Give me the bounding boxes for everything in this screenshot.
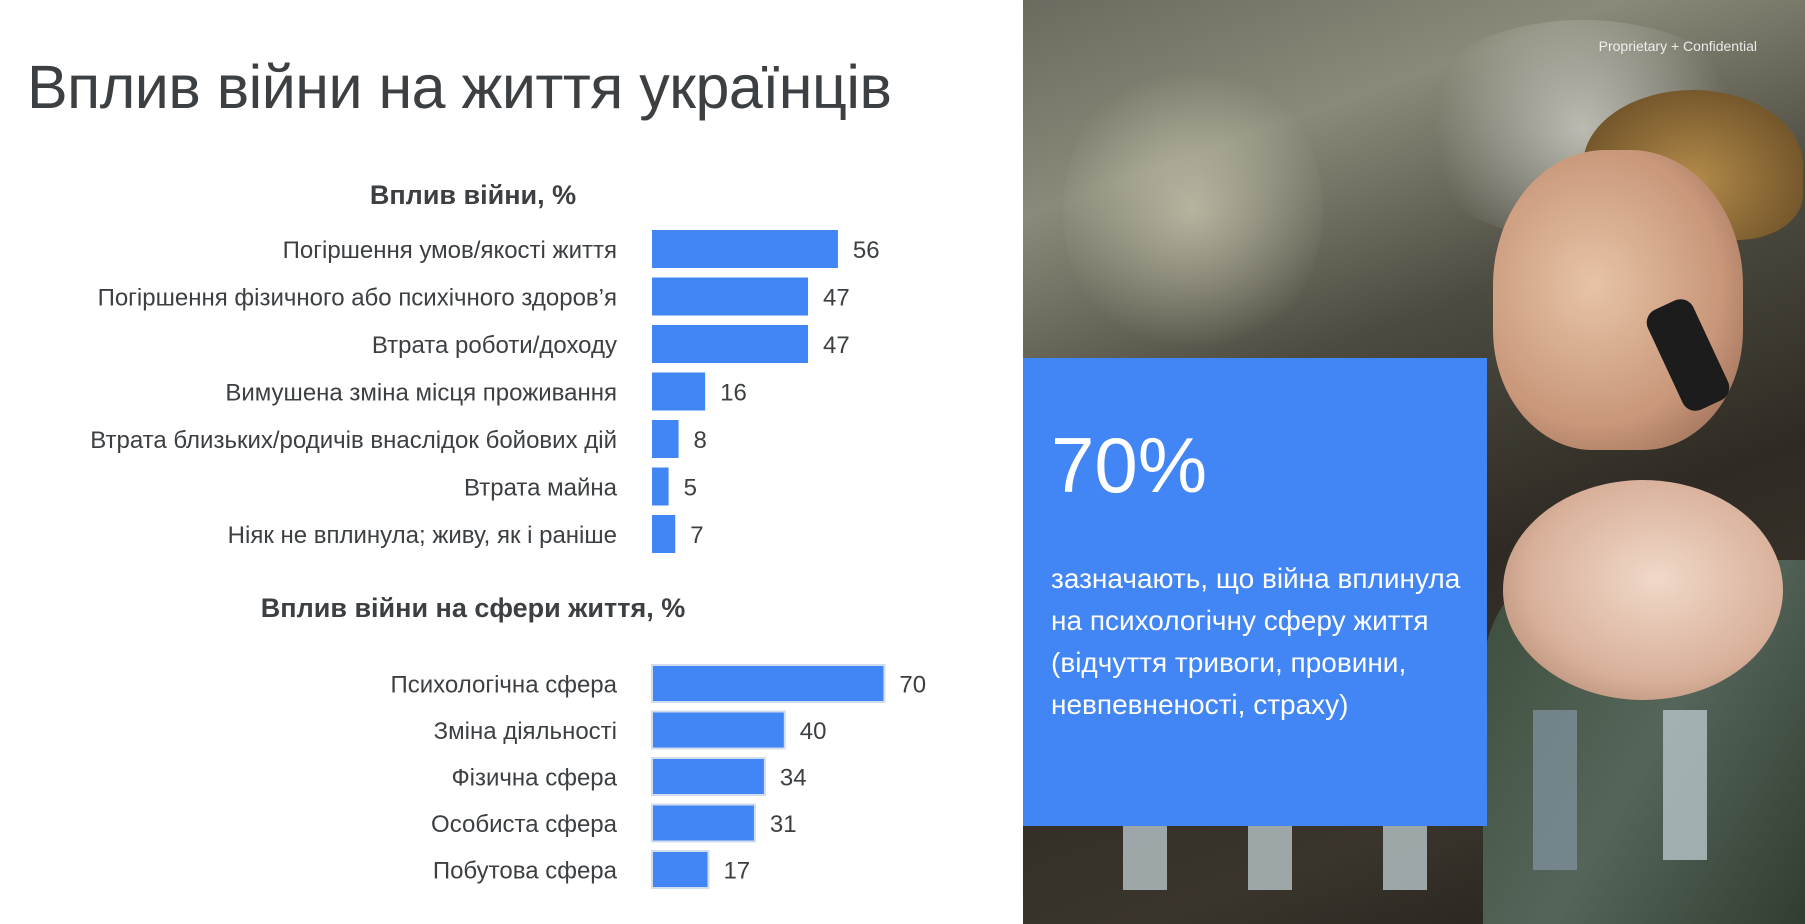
confidential-label: Proprietary + Confidential <box>1598 38 1757 54</box>
value-label: 47 <box>823 332 850 359</box>
chart-war-impact: Погіршення умов/якості життя 56 Погіршення… <box>90 230 880 553</box>
bar <box>651 757 766 796</box>
mother-with-baby-photo: Proprietary + Confidential <box>1023 0 1805 924</box>
bar <box>652 420 679 458</box>
callout-stat: 70% <box>1051 421 1208 509</box>
category-label: Погіршення фізичного або психічного здор… <box>98 285 617 312</box>
value-label: 16 <box>720 380 747 407</box>
category-label: Втрата близьких/родичів внаслідок бойови… <box>90 427 617 454</box>
chart-title-war-impact: Вплив війни, % <box>369 180 577 210</box>
category-label: Погіршення умов/якості життя <box>283 237 617 264</box>
value-label: 40 <box>800 718 827 745</box>
chart-title-life-spheres: Вплив війни на сфери життя, % <box>260 593 686 623</box>
value-label: 5 <box>684 475 697 502</box>
category-label: Втрата роботи/доходу <box>372 332 617 359</box>
bar <box>651 803 756 843</box>
category-label: Ніяк не вплинула; живу, як і раніше <box>228 522 617 549</box>
category-label: Побутова сфера <box>433 858 618 885</box>
value-label: 70 <box>899 672 926 699</box>
category-label: Зміна діяльності <box>434 718 617 745</box>
category-label: Особиста сфера <box>431 811 618 838</box>
bar <box>651 664 886 703</box>
value-label: 47 <box>823 285 850 312</box>
value-label: 17 <box>723 858 750 885</box>
value-label: 8 <box>694 427 707 454</box>
value-label: 56 <box>853 237 880 264</box>
bar <box>651 710 786 750</box>
value-label: 7 <box>690 522 703 549</box>
bar <box>652 325 809 363</box>
page-title: Вплив війни на життя українців <box>27 53 892 121</box>
callout-box: 70% зазначають, що війна вплинула на пси… <box>1023 358 1487 826</box>
callout-text: зазначають, що війна вплинула на психоло… <box>1051 563 1461 720</box>
value-label: 31 <box>770 811 797 838</box>
category-label: Вимушена зміна місця проживання <box>225 380 617 407</box>
category-label: Психологічна сфера <box>391 672 618 699</box>
category-label: Фізична сфера <box>451 765 617 792</box>
bar <box>651 850 710 889</box>
value-label: 34 <box>780 765 807 792</box>
bar <box>652 230 838 268</box>
bar <box>652 515 676 553</box>
category-label: Втрата майна <box>464 475 618 502</box>
chart-life-spheres: Психологічна сфера 70 Зміна діяльності 40 Фі… <box>391 664 926 889</box>
bar <box>652 277 809 316</box>
bar <box>652 372 706 411</box>
bar <box>652 467 669 506</box>
